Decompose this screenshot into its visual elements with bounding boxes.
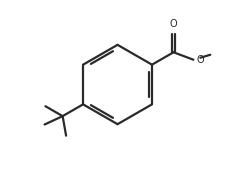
Text: O: O bbox=[197, 55, 204, 65]
Text: O: O bbox=[170, 19, 177, 29]
